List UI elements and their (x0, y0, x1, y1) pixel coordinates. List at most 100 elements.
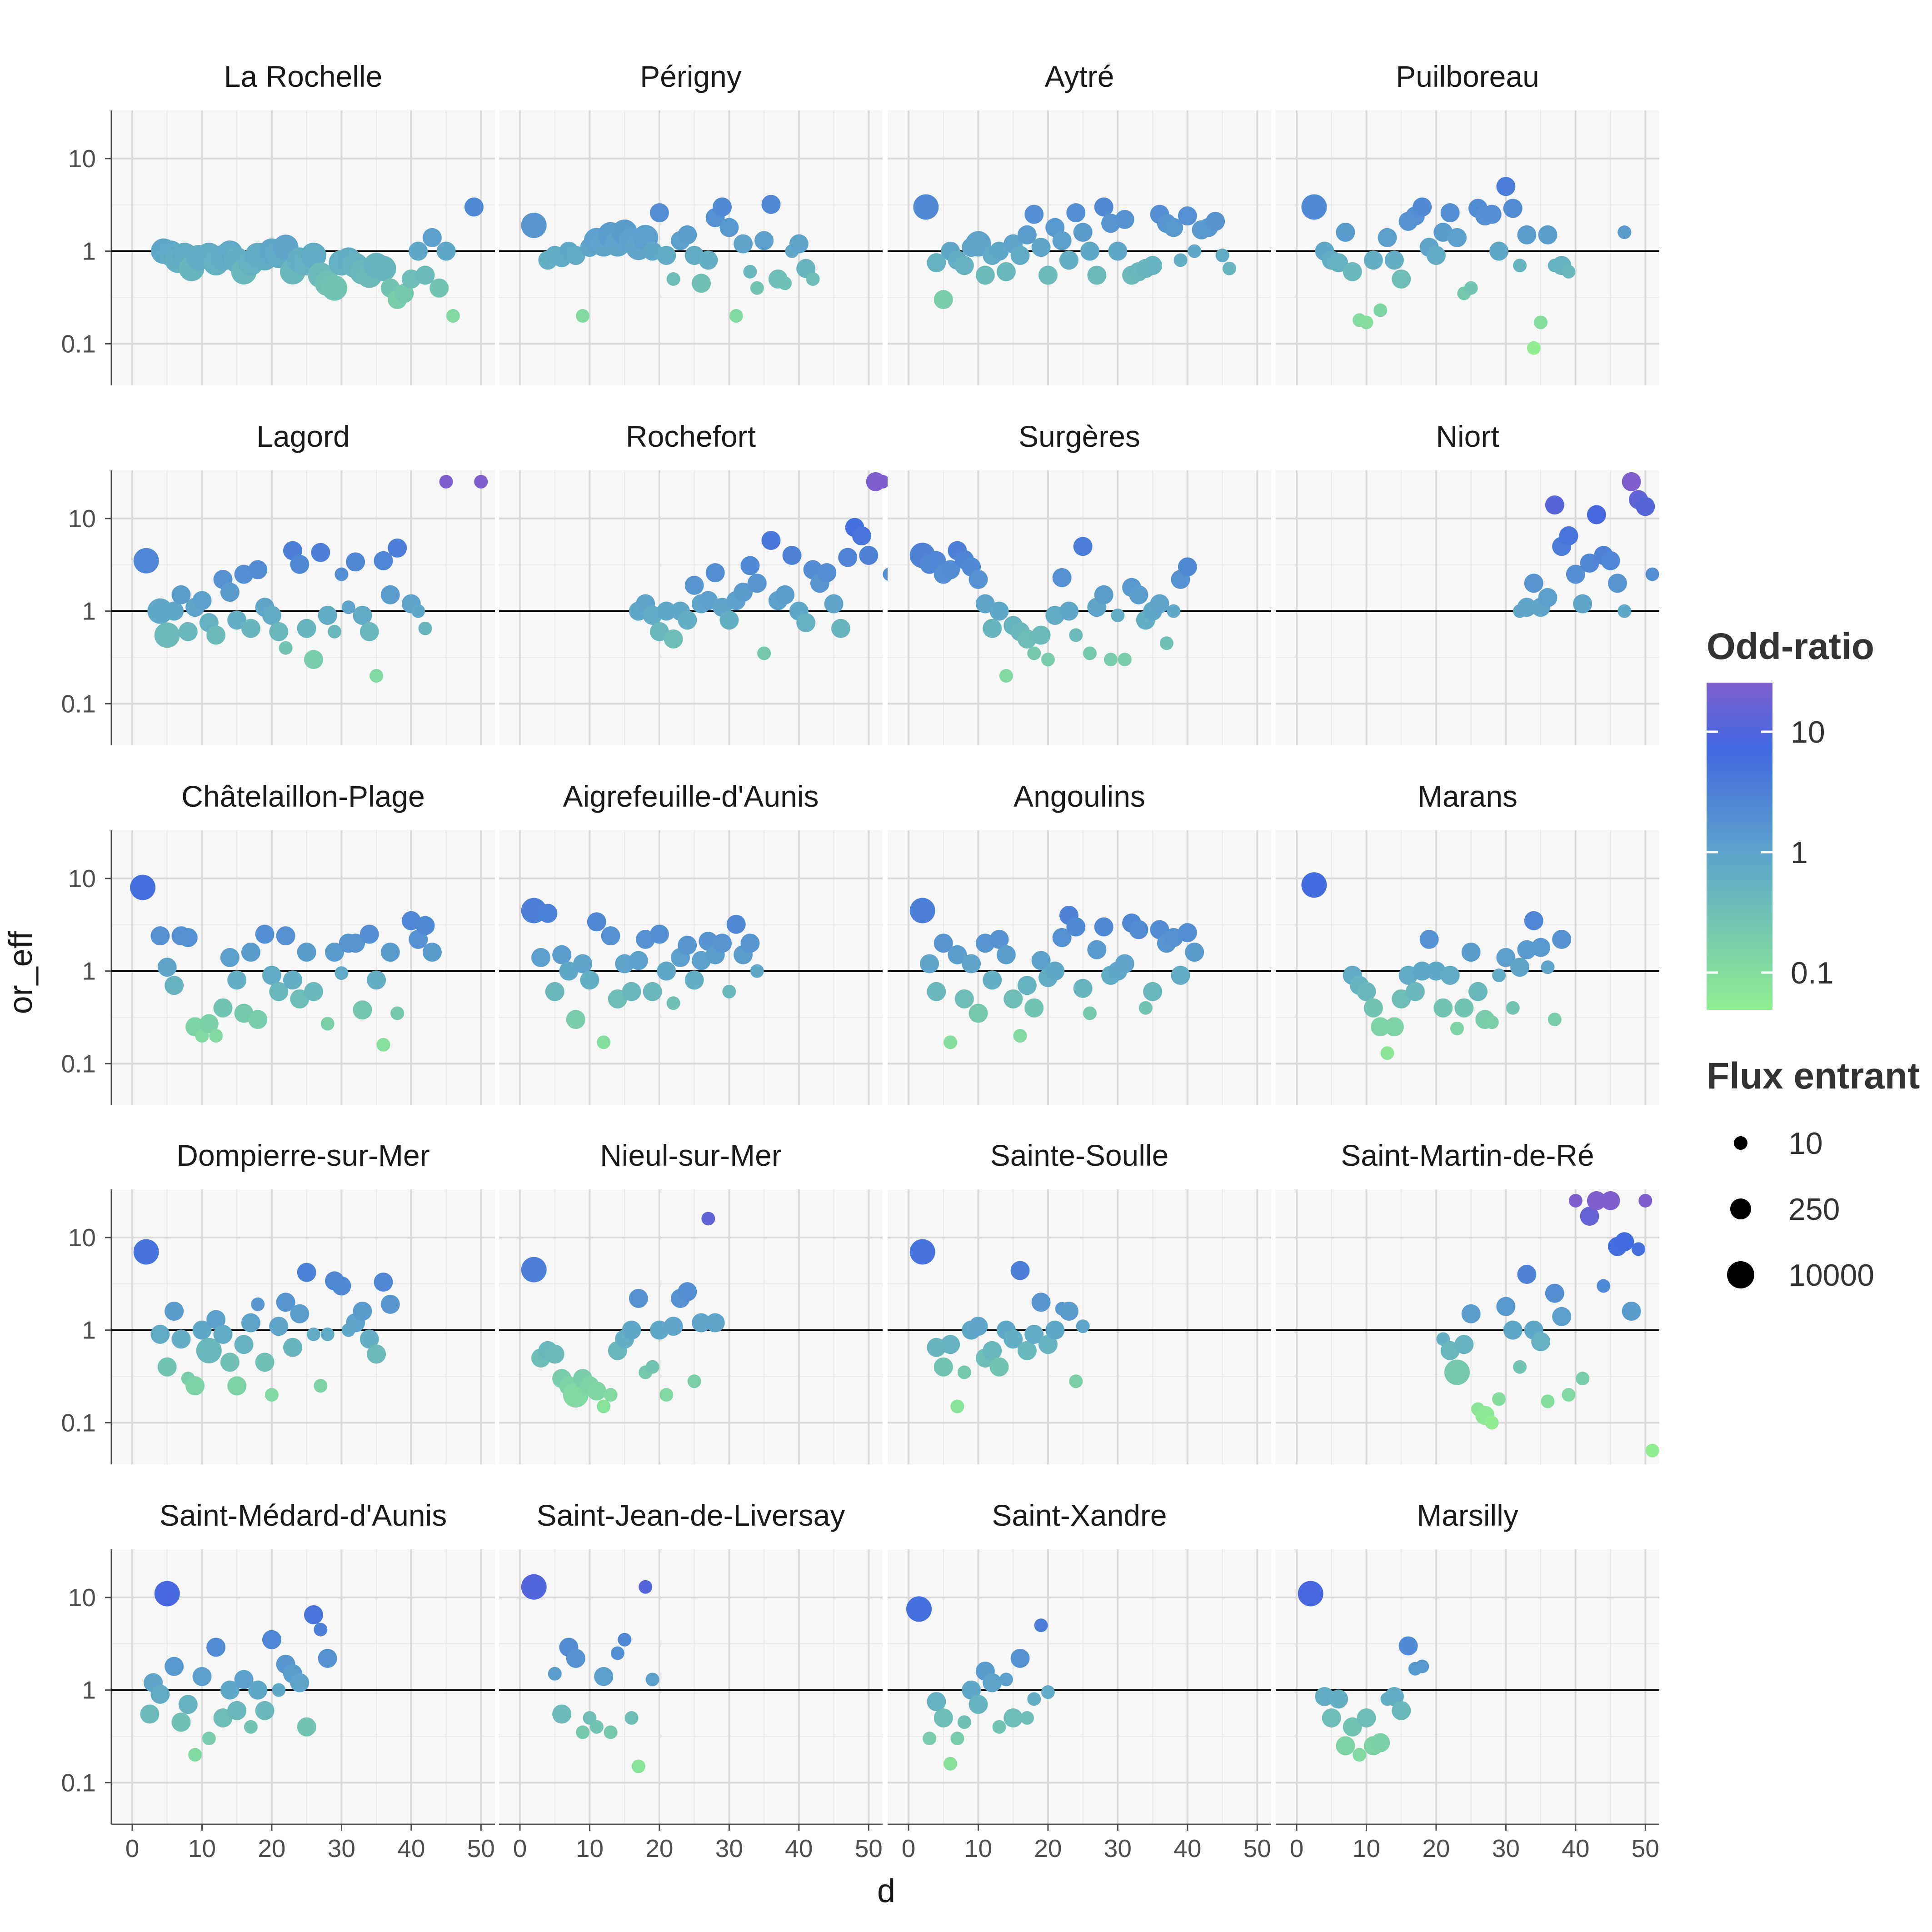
data-point (1363, 250, 1383, 270)
data-point (304, 982, 324, 1001)
y-tick-label: 1 (82, 1316, 96, 1344)
data-point (639, 1580, 653, 1594)
data-point (1185, 943, 1204, 962)
data-point (1380, 1046, 1394, 1060)
data-point (831, 619, 850, 638)
data-point (140, 1704, 160, 1724)
data-point (622, 1320, 641, 1340)
data-point (269, 1317, 289, 1336)
data-point (1524, 911, 1543, 930)
data-point (474, 474, 488, 489)
panel-background (1276, 110, 1659, 385)
data-point (1531, 1332, 1551, 1352)
panel-background (888, 830, 1271, 1105)
panel-title: Nieul-sur-Mer (600, 1138, 782, 1172)
data-point (719, 218, 739, 237)
data-point (213, 1324, 233, 1344)
data-point (464, 197, 484, 217)
data-point (325, 943, 344, 962)
data-point (950, 1399, 964, 1413)
data-point (1013, 1029, 1027, 1043)
data-point (1413, 961, 1432, 981)
size-legend-label: 10000 (1788, 1258, 1874, 1293)
data-point (307, 1327, 321, 1341)
data-point (1568, 1193, 1583, 1208)
data-point (220, 948, 240, 967)
data-point (521, 1574, 547, 1600)
x-tick-label: 50 (1632, 1834, 1659, 1862)
data-point (133, 548, 159, 574)
data-point (318, 1648, 337, 1668)
data-point (1461, 1304, 1481, 1323)
data-point (248, 1010, 268, 1029)
data-point (962, 954, 981, 973)
data-point (390, 1006, 404, 1020)
data-point (659, 1388, 674, 1402)
panel-title: Marsilly (1417, 1498, 1518, 1532)
panel-background (111, 1189, 495, 1464)
data-point (1343, 262, 1362, 281)
data-point (388, 538, 407, 558)
data-point (1150, 594, 1169, 614)
data-point (1038, 265, 1058, 285)
data-point (394, 284, 414, 303)
data-point (1440, 965, 1460, 985)
data-point (1066, 917, 1086, 937)
data-point (1384, 1017, 1404, 1037)
data-point (1552, 929, 1572, 949)
data-point (719, 610, 739, 630)
color-legend-label: 0.1 (1791, 956, 1834, 990)
data-point (1115, 954, 1134, 973)
data-point (1003, 989, 1023, 1008)
y-axis-title: or_eff (3, 931, 39, 1014)
panel-title: Surgères (1018, 419, 1140, 453)
data-point (1524, 574, 1543, 593)
data-point (157, 958, 177, 977)
size-legend-dot (1730, 1198, 1751, 1219)
data-point (165, 601, 184, 621)
data-point (975, 265, 995, 285)
data-point (1069, 1374, 1083, 1388)
x-tick-label: 10 (1353, 1834, 1380, 1862)
data-point (1052, 928, 1072, 947)
data-point (968, 1695, 988, 1714)
data-point (566, 1010, 585, 1029)
panel: Saint-Jean-de-Liversay 0 10 20 30 40 50 (499, 1498, 883, 1862)
panel: Niort (1276, 419, 1659, 745)
data-point (1111, 608, 1125, 622)
panel: Lagord 0.1 1 10 (61, 419, 495, 745)
data-point (370, 255, 396, 281)
data-point (283, 970, 302, 990)
data-point (778, 276, 792, 290)
data-point (622, 982, 641, 1001)
data-point (983, 1673, 1002, 1692)
data-point (1433, 998, 1453, 1018)
panel-background (499, 470, 883, 745)
y-tick-label: 10 (68, 1223, 96, 1252)
data-point (262, 1630, 281, 1649)
data-point (279, 641, 293, 655)
data-point (1485, 1015, 1499, 1029)
data-point (446, 309, 460, 323)
data-point (301, 242, 327, 268)
data-point (666, 272, 680, 286)
panel-title: Marans (1418, 779, 1518, 813)
x-tick-label: 0 (902, 1834, 916, 1862)
data-point (1631, 1242, 1645, 1256)
panel-title: Sainte-Soulle (990, 1138, 1169, 1172)
data-point (227, 1376, 247, 1396)
data-point (552, 1704, 572, 1724)
data-point (1129, 585, 1148, 604)
data-point (353, 1302, 372, 1321)
data-point (629, 951, 648, 970)
data-point (241, 1313, 260, 1333)
data-point (597, 1035, 611, 1049)
panel-title: Aytré (1045, 60, 1114, 93)
data-point (1534, 315, 1548, 329)
data-point (587, 912, 606, 932)
data-point (1031, 625, 1051, 645)
data-point (657, 245, 676, 265)
data-point (1576, 1372, 1590, 1386)
data-point (154, 622, 180, 648)
data-point (1513, 1360, 1527, 1374)
